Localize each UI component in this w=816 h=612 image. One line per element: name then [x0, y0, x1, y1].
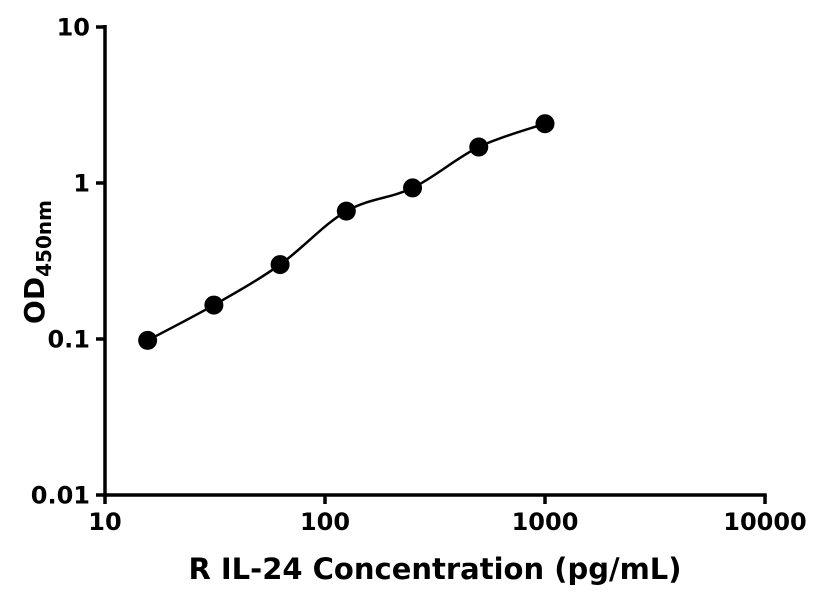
x-tick-label: 10	[88, 508, 121, 536]
data-point	[469, 137, 489, 157]
data-point	[204, 295, 224, 315]
data-point	[270, 255, 290, 275]
x-tick-label: 10000	[723, 508, 807, 536]
y-tick-label: 10	[57, 14, 90, 42]
x-axis-title: R IL-24 Concentration (pg/mL)	[188, 552, 681, 586]
data-point	[535, 114, 555, 134]
y-tick-label: 0.01	[31, 482, 90, 510]
data-point	[138, 330, 158, 350]
y-axis-title: OD450nm	[18, 200, 56, 324]
y-tick-label: 0.1	[47, 326, 90, 354]
y-tick-label: 1	[73, 170, 90, 198]
x-tick-label: 100	[300, 508, 350, 536]
data-point	[336, 201, 356, 221]
x-tick-label: 1000	[512, 508, 579, 536]
data-point	[403, 178, 423, 198]
